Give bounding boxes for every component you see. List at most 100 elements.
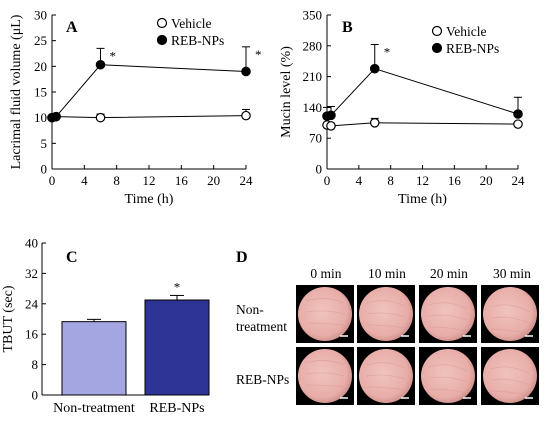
x-tick-label: 8 — [387, 173, 394, 188]
y-tick-label: 24 — [25, 296, 39, 311]
image-texture — [428, 326, 468, 332]
image-texture — [490, 304, 530, 313]
y-tick-label: 0 — [316, 162, 323, 177]
image-texture — [305, 372, 345, 377]
x-axis-title: Time (h) — [125, 192, 174, 207]
y-tick-label: 15 — [34, 85, 47, 100]
data-point-reb-nps — [241, 66, 251, 77]
legend-marker — [431, 25, 443, 37]
eye-surface-image — [421, 287, 475, 341]
y-tick-label: 70 — [309, 131, 322, 146]
series-line-vehicle — [51, 115, 247, 119]
x-tick-label: 12 — [416, 173, 429, 188]
bar-reb-nps — [144, 299, 210, 396]
image-texture — [490, 390, 530, 397]
data-point-vehicle — [326, 121, 336, 131]
x-tick-label: Non-treatment — [53, 401, 135, 416]
eye-surface-image — [421, 349, 475, 403]
row-label-0-line2: treatment — [236, 319, 287, 334]
eye-surface-image — [483, 287, 537, 341]
x-tick-label: 16 — [175, 173, 189, 188]
data-point-reb-nps — [326, 110, 336, 121]
eye-surface-image — [483, 349, 537, 403]
x-tick-label: 8 — [113, 173, 120, 188]
image-texture — [366, 386, 406, 391]
legend-label: Vehicle — [446, 24, 486, 39]
x-tick-label: 0 — [324, 173, 331, 188]
image-texture — [428, 314, 468, 321]
image-texture — [490, 378, 530, 386]
image-texture — [366, 362, 406, 369]
significance-star: * — [384, 44, 391, 59]
panel-a-chart: A 0 5 10 15 20 25 30 0 4 8 12 16 20 24 Time (h) Lacrima… — [9, 8, 262, 208]
y-tick-label: 25 — [34, 33, 47, 48]
significance-star: * — [255, 47, 262, 62]
image-texture — [366, 300, 406, 307]
y-tick-label: 0 — [41, 162, 48, 177]
row-label-1: REB-NPs — [236, 372, 289, 387]
y-tick-label: 8 — [32, 357, 39, 372]
eye-surface-image — [298, 349, 352, 403]
y-axis-title: TBUT (sec) — [1, 285, 16, 352]
x-tick-label: 16 — [448, 173, 462, 188]
x-tick-label: 4 — [356, 173, 363, 188]
x-tick-label: 0 — [49, 173, 56, 188]
x-axis-title: Time (h) — [398, 192, 447, 207]
col-label-1: 10 min — [368, 266, 406, 281]
x-tick-label: 4 — [81, 173, 88, 188]
col-label-3: 30 min — [493, 266, 531, 281]
legend-label: Vehicle — [171, 16, 211, 31]
image-texture — [428, 388, 468, 394]
data-point-reb-nps — [369, 63, 380, 74]
panel-d-label: D — [236, 249, 248, 266]
y-tick-label: 40 — [25, 236, 38, 251]
image-texture — [428, 364, 468, 372]
image-texture — [490, 328, 530, 335]
image-texture — [366, 312, 406, 318]
y-tick-label: 280 — [303, 38, 323, 53]
legend-marker — [156, 34, 168, 46]
series-line-vehicle — [326, 122, 519, 127]
y-tick-label: 140 — [303, 100, 323, 115]
data-point-vehicle — [513, 119, 523, 129]
significance-star: * — [174, 279, 181, 294]
x-tick-label: REB-NPs — [149, 401, 204, 416]
panel-b-label: B — [342, 19, 353, 36]
col-label-2: 20 min — [430, 266, 468, 281]
data-point-vehicle — [95, 112, 106, 123]
image-texture — [305, 298, 345, 304]
x-tick-label: 24 — [240, 173, 254, 188]
row-label-0-line1: Non- — [236, 302, 264, 317]
panel-d-images: D 0 min 10 min 20 min 30 min Non- treatm… — [236, 249, 539, 405]
series-line-reb-nps — [51, 64, 247, 119]
x-tick-label: 24 — [512, 173, 526, 188]
y-axis-title: Mucin level (%) — [279, 46, 294, 138]
panel-c-label: C — [66, 249, 78, 266]
image-texture — [366, 324, 406, 329]
image-texture — [490, 366, 530, 375]
x-tick-label: 20 — [207, 173, 220, 188]
data-point-reb-nps — [51, 111, 61, 122]
image-texture — [305, 384, 345, 388]
eye-surface-image — [298, 287, 352, 341]
y-tick-label: 16 — [25, 327, 39, 342]
y-tick-label: 32 — [25, 266, 38, 281]
legend-label: REB-NPs — [446, 41, 499, 56]
image-texture — [428, 302, 468, 310]
data-point-vehicle — [241, 110, 251, 121]
col-label-0: 0 min — [310, 266, 341, 281]
panel-c-chart: C 0 8 16 24 32 40 TBUT (sec) Non-treatment REB-N… — [1, 236, 210, 416]
y-tick-label: 5 — [41, 136, 48, 151]
x-tick-label: 20 — [480, 173, 493, 188]
y-tick-label: 210 — [303, 69, 323, 84]
legend-marker — [156, 17, 168, 29]
y-axis-title: Lacrimal fluid volume (μL) — [9, 14, 24, 169]
x-tick-label: 12 — [143, 173, 156, 188]
y-tick-label: 20 — [34, 59, 47, 74]
series-line-reb-nps — [326, 68, 519, 117]
image-texture — [490, 316, 530, 324]
y-tick-label: 10 — [34, 110, 47, 125]
bar-non-treatment — [61, 321, 127, 396]
y-tick-label: 0 — [32, 388, 39, 403]
legend-marker — [431, 42, 443, 54]
